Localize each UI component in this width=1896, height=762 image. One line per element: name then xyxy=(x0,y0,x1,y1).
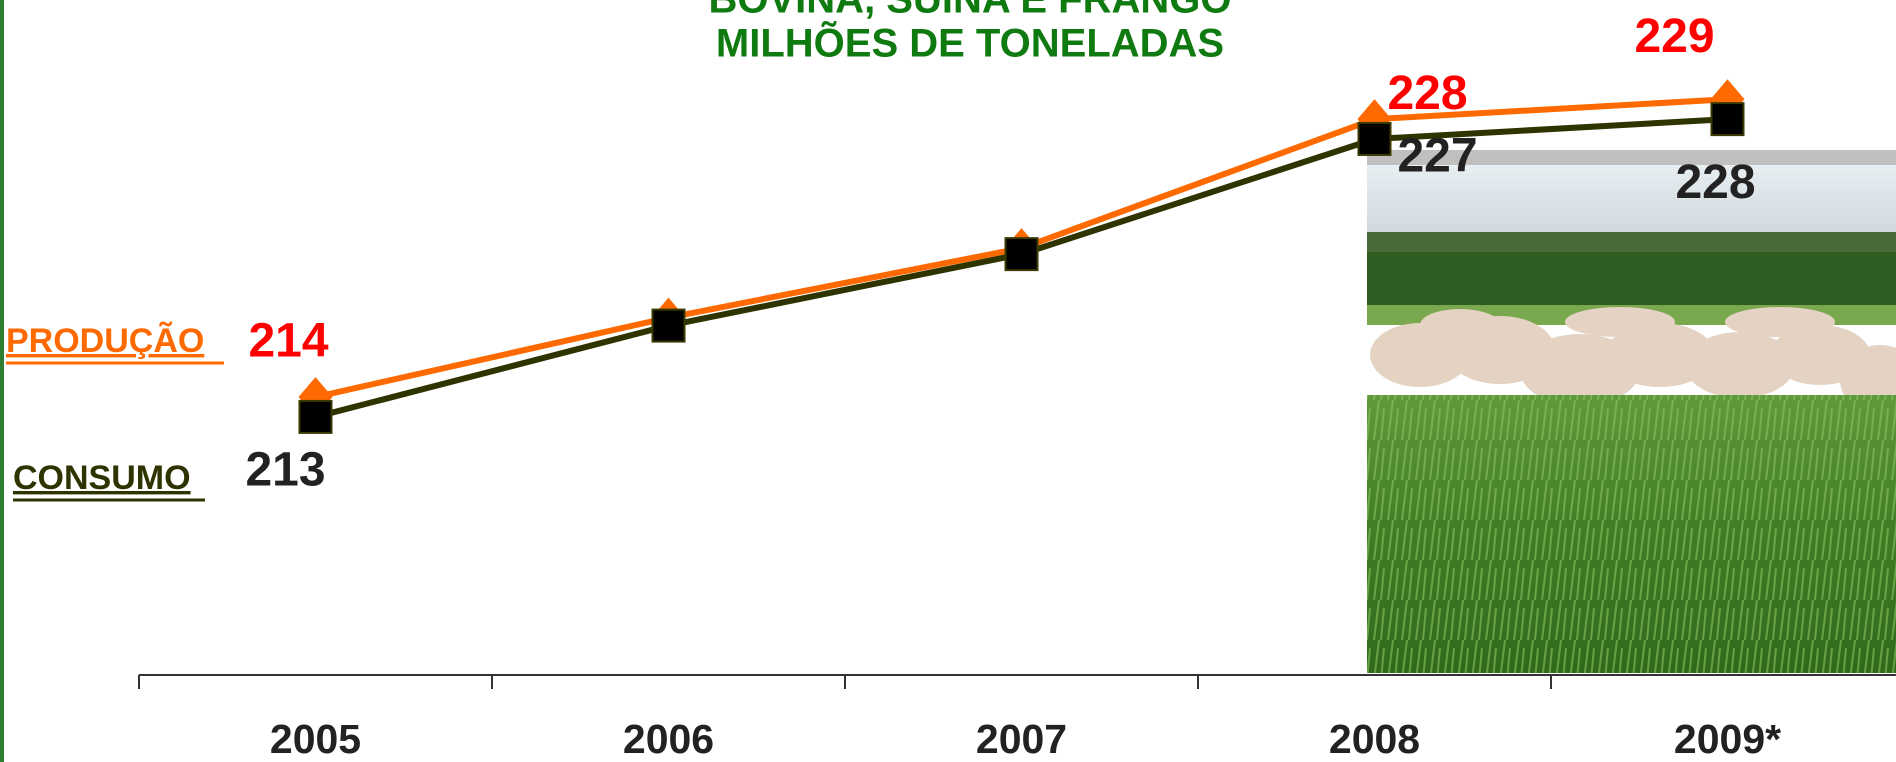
x-tick-label: 2005 xyxy=(270,716,361,762)
marker xyxy=(1710,102,1745,137)
chart-subtitle: MILHÕES DE TONELADAS xyxy=(716,20,1224,66)
data-label: 228 xyxy=(1387,67,1467,120)
x-tick-label: 2007 xyxy=(976,716,1067,762)
left-border xyxy=(0,0,4,762)
marker xyxy=(651,308,686,343)
data-label: 228 xyxy=(1675,156,1755,209)
chart-title: BOVINA, SUÍNA E FRANGO xyxy=(709,0,1232,22)
data-label: 229 xyxy=(1634,10,1714,63)
x-tick-label: 2006 xyxy=(623,716,714,762)
marker xyxy=(298,399,333,434)
data-label: 213 xyxy=(245,444,325,497)
legend-label: CONSUMO xyxy=(13,459,191,497)
x-tick-label: 2008 xyxy=(1329,716,1420,762)
marker xyxy=(1004,237,1039,272)
marker xyxy=(1357,121,1392,156)
legend-label: PRODUÇÃO xyxy=(6,322,204,360)
data-label: 227 xyxy=(1397,130,1477,183)
x-tick-label: 2009* xyxy=(1674,716,1781,762)
photo xyxy=(1367,150,1896,673)
data-label: 214 xyxy=(248,315,328,368)
